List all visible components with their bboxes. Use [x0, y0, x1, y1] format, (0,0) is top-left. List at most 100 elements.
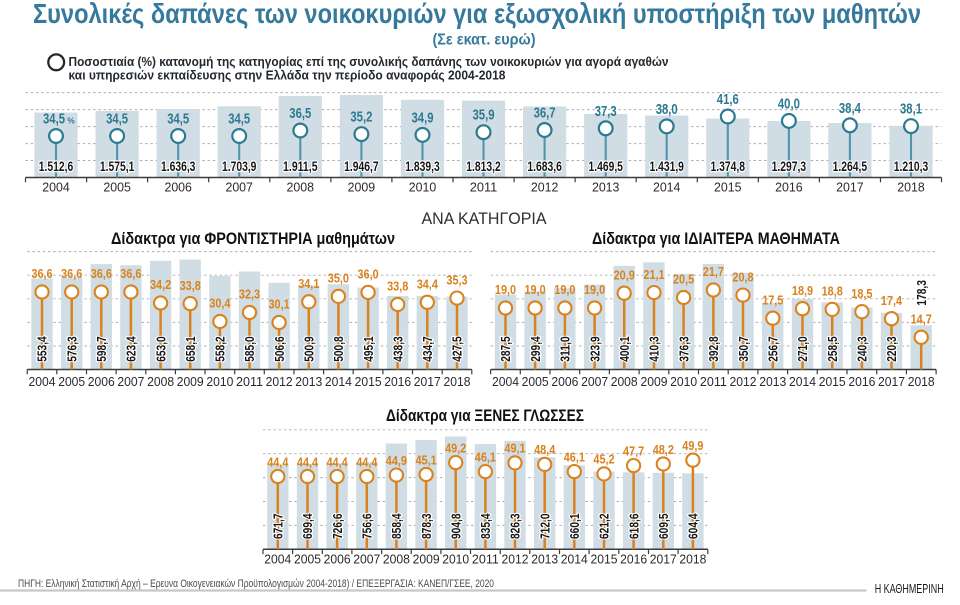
svg-text:2014: 2014: [561, 552, 588, 567]
svg-text:1.839,3: 1.839,3: [405, 159, 440, 174]
svg-text:2005: 2005: [522, 374, 549, 389]
svg-text:21,1: 21,1: [643, 267, 664, 282]
svg-text:34,5: 34,5: [106, 111, 128, 128]
svg-text:48,2: 48,2: [653, 442, 674, 457]
svg-text:32,3: 32,3: [239, 287, 260, 302]
svg-text:17,4: 17,4: [881, 293, 903, 308]
svg-text:34,5: 34,5: [167, 111, 189, 128]
svg-text:558,2: 558,2: [213, 336, 228, 362]
svg-text:2008: 2008: [611, 374, 638, 389]
svg-text:2009: 2009: [641, 374, 668, 389]
svg-text:350,7: 350,7: [736, 336, 751, 362]
svg-text:2016: 2016: [384, 374, 411, 389]
svg-text:2013: 2013: [592, 179, 620, 194]
svg-text:Η ΚΑΘΗΜΕΡΙΝΗ: Η ΚΑΘΗΜΕΡΙΝΗ: [875, 581, 944, 596]
svg-text:34,5: 34,5: [43, 111, 65, 128]
svg-text:178,3: 178,3: [914, 280, 929, 306]
svg-text:2011: 2011: [470, 179, 498, 194]
svg-text:2014: 2014: [653, 179, 681, 194]
svg-text:618,6: 618,6: [626, 514, 641, 540]
svg-text:30,1: 30,1: [269, 297, 290, 312]
svg-text:2008: 2008: [383, 552, 410, 567]
svg-text:671,7: 671,7: [271, 514, 286, 540]
svg-text:2011: 2011: [236, 374, 263, 389]
svg-text:19,0: 19,0: [554, 282, 575, 297]
svg-text:598,7: 598,7: [94, 336, 109, 362]
svg-text:1.683,6: 1.683,6: [527, 159, 562, 174]
svg-text:1.210,3: 1.210,3: [894, 159, 929, 174]
svg-text:33,8: 33,8: [387, 279, 408, 294]
svg-text:271,0: 271,0: [795, 336, 810, 362]
svg-text:14,7: 14,7: [911, 312, 932, 327]
svg-text:500,9: 500,9: [302, 336, 317, 362]
svg-text:46,1: 46,1: [564, 449, 585, 464]
svg-text:41,6: 41,6: [717, 91, 739, 108]
svg-text:2009: 2009: [177, 374, 204, 389]
svg-text:33,8: 33,8: [180, 278, 201, 293]
svg-text:30,4: 30,4: [209, 296, 231, 311]
svg-text:46,1: 46,1: [475, 449, 496, 464]
svg-text:37,3: 37,3: [595, 103, 617, 120]
svg-text:1.703,9: 1.703,9: [222, 159, 257, 174]
svg-text:434,7: 434,7: [420, 336, 435, 362]
svg-text:2013: 2013: [759, 374, 786, 389]
svg-text:18,8: 18,8: [822, 284, 843, 299]
svg-text:2009: 2009: [348, 179, 376, 194]
svg-text:2014: 2014: [789, 374, 816, 389]
svg-text:ΑΝΑ ΚΑΤΗΓΟΡΙΑ: ΑΝΑ ΚΑΤΗΓΟΡΙΑ: [422, 209, 548, 228]
svg-text:427,5: 427,5: [450, 336, 465, 362]
svg-text:1.297,3: 1.297,3: [772, 159, 807, 174]
svg-text:2015: 2015: [591, 552, 618, 567]
svg-text:604,4: 604,4: [686, 513, 701, 539]
svg-text:18,5: 18,5: [851, 286, 872, 301]
svg-text:2010: 2010: [409, 179, 437, 194]
svg-text:392,8: 392,8: [706, 336, 721, 362]
svg-text:660,1: 660,1: [567, 514, 582, 540]
svg-text:38,4: 38,4: [839, 100, 861, 117]
svg-text:2012: 2012: [502, 552, 529, 567]
svg-text:2010: 2010: [670, 374, 697, 389]
svg-text:2018: 2018: [444, 374, 471, 389]
svg-text:2010: 2010: [206, 374, 233, 389]
svg-text:2011: 2011: [472, 552, 499, 567]
svg-text:20,9: 20,9: [614, 267, 635, 282]
svg-text:1.431,9: 1.431,9: [649, 159, 684, 174]
svg-text:1.469,5: 1.469,5: [588, 159, 623, 174]
svg-text:2015: 2015: [355, 374, 382, 389]
svg-text:500,8: 500,8: [331, 336, 346, 362]
svg-text:48,4: 48,4: [534, 442, 556, 457]
svg-text:1.946,7: 1.946,7: [344, 159, 379, 174]
svg-text:Συνολικές δαπάνες των νοικοκυρ: Συνολικές δαπάνες των νοικοκυριών για εξ…: [33, 0, 921, 29]
svg-text:35,0: 35,0: [328, 271, 349, 286]
svg-text:2005: 2005: [294, 552, 321, 567]
svg-text:49,1: 49,1: [504, 441, 525, 456]
svg-text:904,8: 904,8: [448, 514, 463, 540]
svg-text:2017: 2017: [650, 552, 677, 567]
svg-text:35,2: 35,2: [350, 109, 372, 126]
svg-text:2004: 2004: [492, 374, 519, 389]
svg-text:36,6: 36,6: [91, 266, 112, 281]
svg-text:2005: 2005: [103, 179, 131, 194]
svg-text:και υπηρεσιών εκπαίδευσης στην: και υπηρεσιών εκπαίδευσης στην Ελλάδα τη…: [69, 68, 506, 83]
svg-text:Δίδακτρα για ΙΔΙΑΙΤΕΡΑ ΜΑΘΗΜΑΤ: Δίδακτρα για ΙΔΙΑΙΤΕΡΑ ΜΑΘΗΜΑΤΑ: [592, 230, 840, 248]
svg-text:2010: 2010: [442, 552, 469, 567]
svg-text:2007: 2007: [581, 374, 608, 389]
svg-text:2008: 2008: [287, 179, 315, 194]
svg-text:1.264,5: 1.264,5: [833, 159, 868, 174]
svg-text:20,5: 20,5: [673, 272, 694, 287]
svg-text:2013: 2013: [531, 552, 558, 567]
svg-text:1.512,6: 1.512,6: [39, 159, 74, 174]
svg-text:40,0: 40,0: [778, 95, 800, 112]
svg-text:2011: 2011: [700, 374, 727, 389]
svg-text:2005: 2005: [58, 374, 85, 389]
svg-text:1.374,8: 1.374,8: [711, 159, 746, 174]
svg-text:44,9: 44,9: [386, 453, 407, 468]
svg-text:19,0: 19,0: [525, 282, 546, 297]
svg-text:699,4: 699,4: [300, 513, 315, 539]
svg-text:2004: 2004: [29, 374, 56, 389]
svg-text:287,5: 287,5: [498, 336, 513, 362]
svg-text:256,7: 256,7: [766, 336, 781, 362]
svg-text:%: %: [67, 116, 75, 126]
svg-text:2018: 2018: [679, 552, 706, 567]
svg-text:44,4: 44,4: [356, 454, 378, 469]
